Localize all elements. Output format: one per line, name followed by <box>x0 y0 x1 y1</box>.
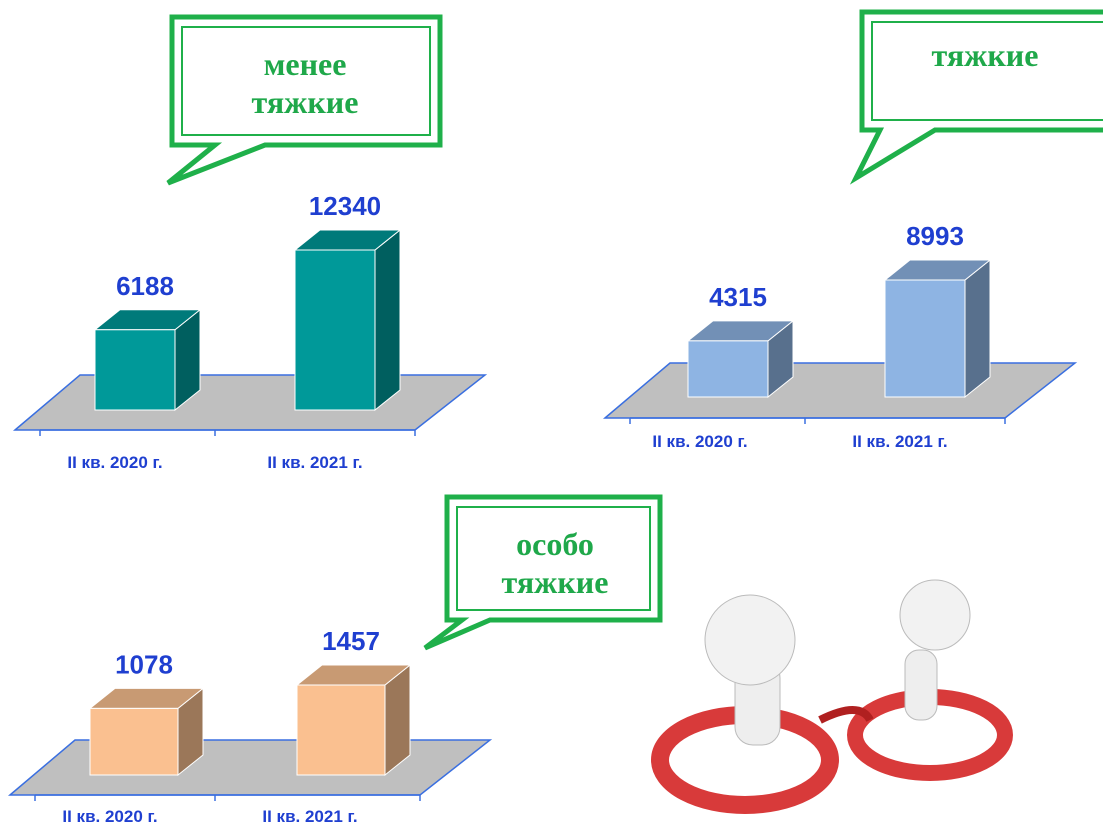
value-label: 4315 <box>709 282 767 312</box>
x-tick-label: II кв. 2020 г. <box>652 432 747 451</box>
bar <box>884 279 966 398</box>
x-tick-label: II кв. 2021 г. <box>852 432 947 451</box>
cuff-chain <box>818 706 874 724</box>
callout-title: менее тяжкие <box>251 46 359 120</box>
callout-2-inner <box>871 21 1103 121</box>
value-label: 12340 <box>309 191 381 221</box>
callout-1-inner <box>181 26 431 136</box>
callout-title: тяжкие <box>931 37 1039 73</box>
value-label: 8993 <box>906 221 964 251</box>
floor <box>602 362 1078 419</box>
callouts <box>166 9 1103 651</box>
figure-body <box>904 649 938 721</box>
bar <box>94 329 176 411</box>
bar <box>296 684 386 776</box>
bar <box>89 707 179 776</box>
bar-chart: 6188 II кв. 2020 г. 12340 II кв. 2021 г. <box>12 191 488 472</box>
x-tick-label: II кв. 2020 г. <box>67 453 162 472</box>
callout-3-inner <box>456 506 651 611</box>
bar-chart: 1078 II кв. 2020 г. 1457 II кв. 2021 г. <box>7 626 493 826</box>
x-tick-label: II кв. 2020 г. <box>62 807 157 826</box>
bar <box>687 340 769 398</box>
bar-side <box>964 258 991 399</box>
value-label: 1457 <box>322 626 380 656</box>
floor <box>7 739 493 796</box>
bar-side <box>374 228 401 412</box>
value-label: 6188 <box>116 271 174 301</box>
x-tick-label: II кв. 2021 г. <box>262 807 357 826</box>
figure-head <box>899 579 971 651</box>
x-tick-label: II кв. 2021 г. <box>267 453 362 472</box>
illustration <box>651 579 1013 814</box>
value-label: 1078 <box>115 649 173 679</box>
figure-head <box>704 594 796 686</box>
bar-chart: 4315 II кв. 2020 г. 8993 II кв. 2021 г. <box>602 221 1078 451</box>
floor <box>12 374 488 431</box>
bar <box>294 249 376 411</box>
callout-title: особо тяжкие <box>501 526 609 600</box>
